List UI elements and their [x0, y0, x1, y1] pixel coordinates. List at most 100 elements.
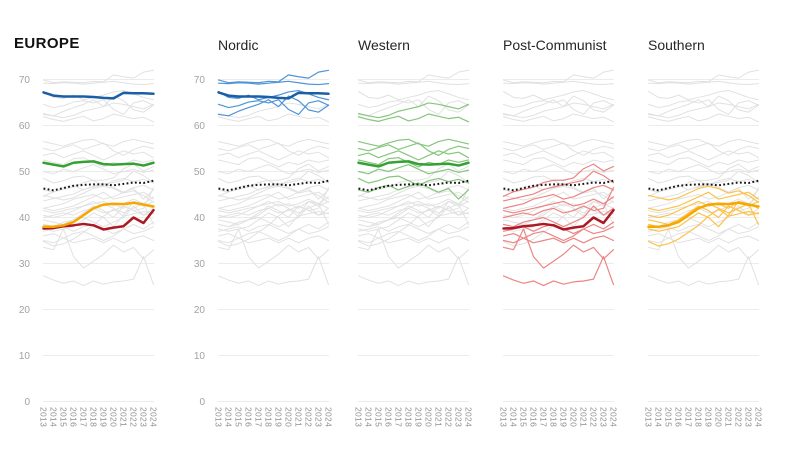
- panel-title-southern: Southern: [648, 37, 705, 53]
- y-axis-labels: 0 10 20 30 40 50 60 70: [19, 75, 31, 408]
- svg-text:2013: 2013: [498, 407, 508, 427]
- svg-text:2023: 2023: [743, 407, 753, 427]
- svg-text:2023: 2023: [138, 407, 148, 427]
- europe-average-line: [218, 179, 329, 192]
- svg-text:50: 50: [194, 167, 206, 178]
- post_communist-average-line: [502, 208, 615, 231]
- svg-text:2014: 2014: [363, 407, 373, 427]
- svg-text:2014: 2014: [508, 407, 518, 427]
- svg-text:2017: 2017: [393, 407, 403, 427]
- svg-text:2014: 2014: [223, 407, 233, 427]
- europe-average-line: [43, 179, 154, 192]
- svg-text:2022: 2022: [588, 407, 598, 427]
- svg-text:2018: 2018: [263, 407, 273, 427]
- svg-text:2022: 2022: [733, 407, 743, 427]
- svg-text:2015: 2015: [518, 407, 528, 427]
- member-country-lines: [502, 163, 615, 287]
- panel-title-western: Western: [358, 37, 410, 53]
- svg-text:2024: 2024: [608, 407, 618, 427]
- svg-text:2024: 2024: [148, 407, 158, 427]
- svg-text:2018: 2018: [548, 407, 558, 427]
- member-country-lines: [217, 69, 330, 117]
- svg-text:2016: 2016: [68, 407, 78, 427]
- svg-text:2013: 2013: [213, 407, 223, 427]
- svg-text:2022: 2022: [443, 407, 453, 427]
- svg-text:2014: 2014: [48, 407, 58, 427]
- post-communist-plot: 2013 2014 2015 2016 2017 2018 2019 2020 2021 2022…: [498, 69, 618, 427]
- svg-text:2015: 2015: [233, 407, 243, 427]
- svg-text:2024: 2024: [753, 407, 763, 427]
- nordic-average-line: [217, 91, 330, 100]
- x-axis-labels: 2013 2014 2015 2016 2017 2018 2019 2020 2021 2022…: [643, 407, 763, 427]
- svg-text:60: 60: [194, 121, 206, 132]
- svg-text:70: 70: [194, 75, 206, 86]
- svg-text:2016: 2016: [528, 407, 538, 427]
- x-axis-labels: 2013 2014 2015 2016 2017 2018 2019 2020 2021 2022…: [498, 407, 618, 427]
- svg-text:2023: 2023: [313, 407, 323, 427]
- x-axis-labels: 2013 2014 2015 2016 2017 2018 2019 2020 2021 2022…: [213, 407, 333, 427]
- background-country-lines: [43, 69, 154, 287]
- gridlines: [218, 79, 329, 402]
- svg-text:2023: 2023: [598, 407, 608, 427]
- svg-text:2017: 2017: [683, 407, 693, 427]
- svg-text:2019: 2019: [413, 407, 423, 427]
- svg-text:0: 0: [199, 397, 205, 408]
- svg-text:2022: 2022: [128, 407, 138, 427]
- svg-text:2016: 2016: [383, 407, 393, 427]
- southern-average-line: [42, 201, 155, 228]
- svg-text:50: 50: [19, 167, 31, 178]
- svg-text:40: 40: [194, 213, 206, 224]
- svg-text:2018: 2018: [693, 407, 703, 427]
- svg-text:2021: 2021: [723, 407, 733, 427]
- svg-text:30: 30: [194, 259, 206, 270]
- svg-text:2017: 2017: [538, 407, 548, 427]
- panel-title-nordic: Nordic: [218, 37, 259, 53]
- svg-text:30: 30: [19, 259, 31, 270]
- svg-text:2024: 2024: [323, 407, 333, 427]
- y-axis-labels: 0 10 20 30 40 50 60 70: [194, 75, 206, 408]
- panel-title-post-communist: Post-Communist: [503, 37, 607, 53]
- background-country-lines: [358, 69, 469, 287]
- svg-text:2013: 2013: [643, 407, 653, 427]
- svg-text:2020: 2020: [423, 407, 433, 427]
- gridlines: [648, 79, 759, 402]
- background-country-lines: [503, 69, 614, 247]
- svg-text:2015: 2015: [663, 407, 673, 427]
- svg-text:2021: 2021: [578, 407, 588, 427]
- svg-text:2013: 2013: [38, 407, 48, 427]
- svg-text:2020: 2020: [713, 407, 723, 427]
- svg-text:2015: 2015: [58, 407, 68, 427]
- svg-text:2023: 2023: [453, 407, 463, 427]
- southern-average-line: [647, 201, 760, 228]
- europe-average-line: [358, 179, 469, 192]
- western-average-line: [42, 160, 155, 168]
- svg-text:2018: 2018: [88, 407, 98, 427]
- svg-text:2022: 2022: [303, 407, 313, 427]
- gridlines: [43, 79, 154, 402]
- background-country-lines: [648, 69, 759, 287]
- svg-text:2013: 2013: [353, 407, 363, 427]
- svg-text:2015: 2015: [373, 407, 383, 427]
- svg-text:70: 70: [19, 75, 31, 86]
- svg-text:2016: 2016: [673, 407, 683, 427]
- southern-plot: 2013 2014 2015 2016 2017 2018 2019 2020 2021 2022…: [643, 69, 763, 427]
- svg-text:2019: 2019: [558, 407, 568, 427]
- nordic-average-line: [42, 91, 155, 100]
- svg-text:2017: 2017: [253, 407, 263, 427]
- svg-text:2020: 2020: [108, 407, 118, 427]
- europe-average-line: [503, 179, 614, 192]
- svg-text:2024: 2024: [463, 407, 473, 427]
- x-axis-labels: 2013 2014 2015 2016 2017 2018 2019 2020 2021 2022…: [353, 407, 473, 427]
- svg-text:2020: 2020: [283, 407, 293, 427]
- svg-text:10: 10: [194, 351, 206, 362]
- svg-text:10: 10: [19, 351, 31, 362]
- europe-average-line: [648, 179, 759, 192]
- svg-text:20: 20: [19, 305, 31, 316]
- background-country-lines: [218, 102, 329, 287]
- svg-text:2019: 2019: [273, 407, 283, 427]
- svg-text:2019: 2019: [703, 407, 713, 427]
- panel-title-europe: EUROPE: [14, 35, 80, 52]
